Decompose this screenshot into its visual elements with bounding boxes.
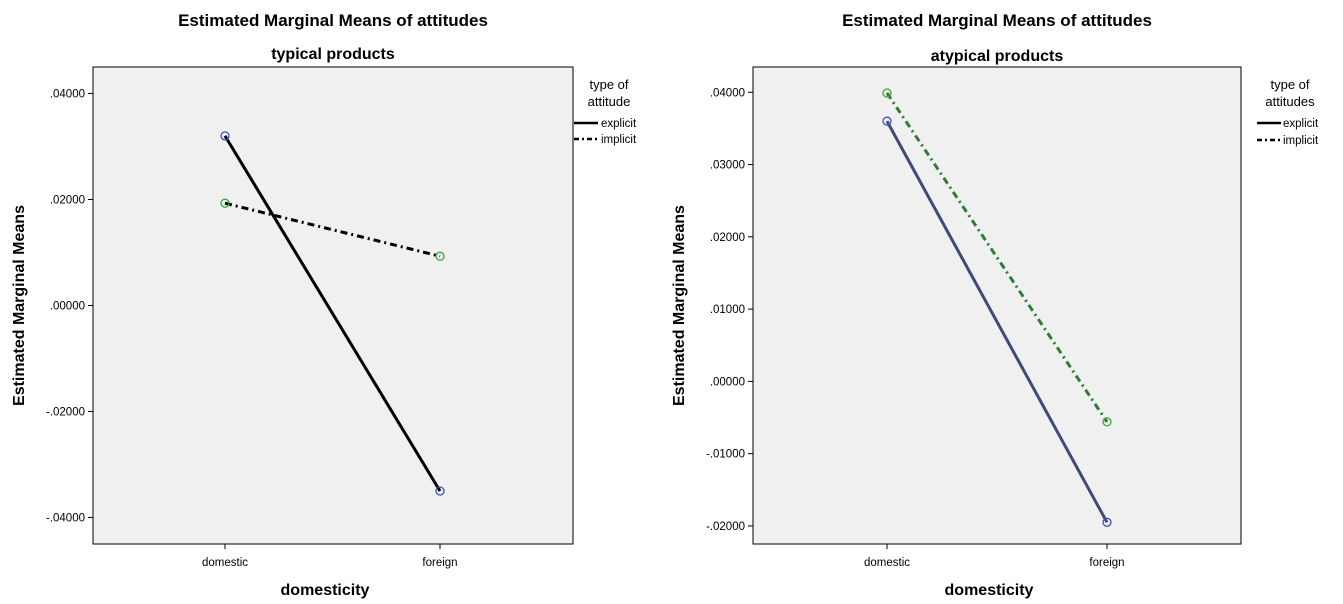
y-axis-title: Estimated Marginal Means — [11, 205, 28, 406]
x-axis-title: domesticity — [945, 582, 1034, 599]
y-tick-label: .04000 — [50, 89, 85, 101]
chart-subtitle: typical products — [271, 46, 395, 63]
legend: type of attitudes explicit implicit — [1257, 77, 1319, 147]
y-tick-label: .00000 — [710, 376, 745, 388]
data-point-explicit — [882, 116, 892, 126]
plot-area — [92, 66, 574, 545]
chart-panel-2: Estimated Marginal Means of attitudes aty… — [671, 11, 1319, 599]
chart-title: Estimated Marginal Means of attitudes — [842, 11, 1152, 30]
y-tick-label: -.01000 — [706, 449, 745, 461]
legend-label-implicit: implicit — [601, 134, 637, 146]
data-point-explicit — [220, 131, 230, 141]
legend-label-explicit: explicit — [601, 118, 637, 130]
data-point-explicit — [1102, 517, 1112, 527]
data-point-implicit — [220, 198, 230, 208]
y-tick-label: -.02000 — [706, 521, 745, 533]
chart-panel-1: Estimated Marginal Means of attitudes typ… — [11, 11, 637, 599]
x-tick-label: domestic — [864, 557, 910, 569]
data-point-implicit — [435, 251, 445, 261]
legend-label-implicit: implicit — [1283, 135, 1319, 147]
x-tick-label: foreign — [422, 557, 457, 569]
x-tick-label: foreign — [1089, 557, 1124, 569]
legend-title: type of — [1270, 77, 1309, 92]
legend-title: type of — [589, 77, 628, 92]
y-tick-label: .02000 — [50, 195, 85, 207]
legend-title: attitudes — [1265, 94, 1315, 109]
y-axis-title: Estimated Marginal Means — [671, 205, 688, 406]
y-tick-label: .01000 — [710, 304, 745, 316]
series-line-explicit — [885, 120, 1109, 524]
y-tick-label: .00000 — [50, 301, 85, 313]
y-tick-label: .03000 — [710, 160, 745, 172]
y-tick-label: -.04000 — [46, 513, 85, 525]
plot-area — [752, 66, 1242, 545]
legend: type of attitude explicit implicit — [574, 77, 637, 146]
data-point-implicit — [1102, 417, 1112, 427]
y-tick-label: .02000 — [710, 232, 745, 244]
data-point-explicit — [435, 486, 445, 496]
legend-label-explicit: explicit — [1283, 118, 1319, 130]
y-tick-label: -.02000 — [46, 407, 85, 419]
chart-title: Estimated Marginal Means of attitudes — [178, 11, 488, 30]
y-tick-label: .04000 — [710, 87, 745, 99]
x-tick-label: domestic — [202, 557, 248, 569]
x-axis-title: domesticity — [281, 582, 370, 599]
data-point-implicit — [882, 88, 892, 98]
series-line-implicit — [224, 201, 441, 258]
chart-subtitle: atypical products — [931, 48, 1064, 65]
series-line-explicit — [223, 135, 442, 492]
series-line-implicit — [885, 92, 1109, 423]
legend-title: attitude — [588, 94, 631, 109]
